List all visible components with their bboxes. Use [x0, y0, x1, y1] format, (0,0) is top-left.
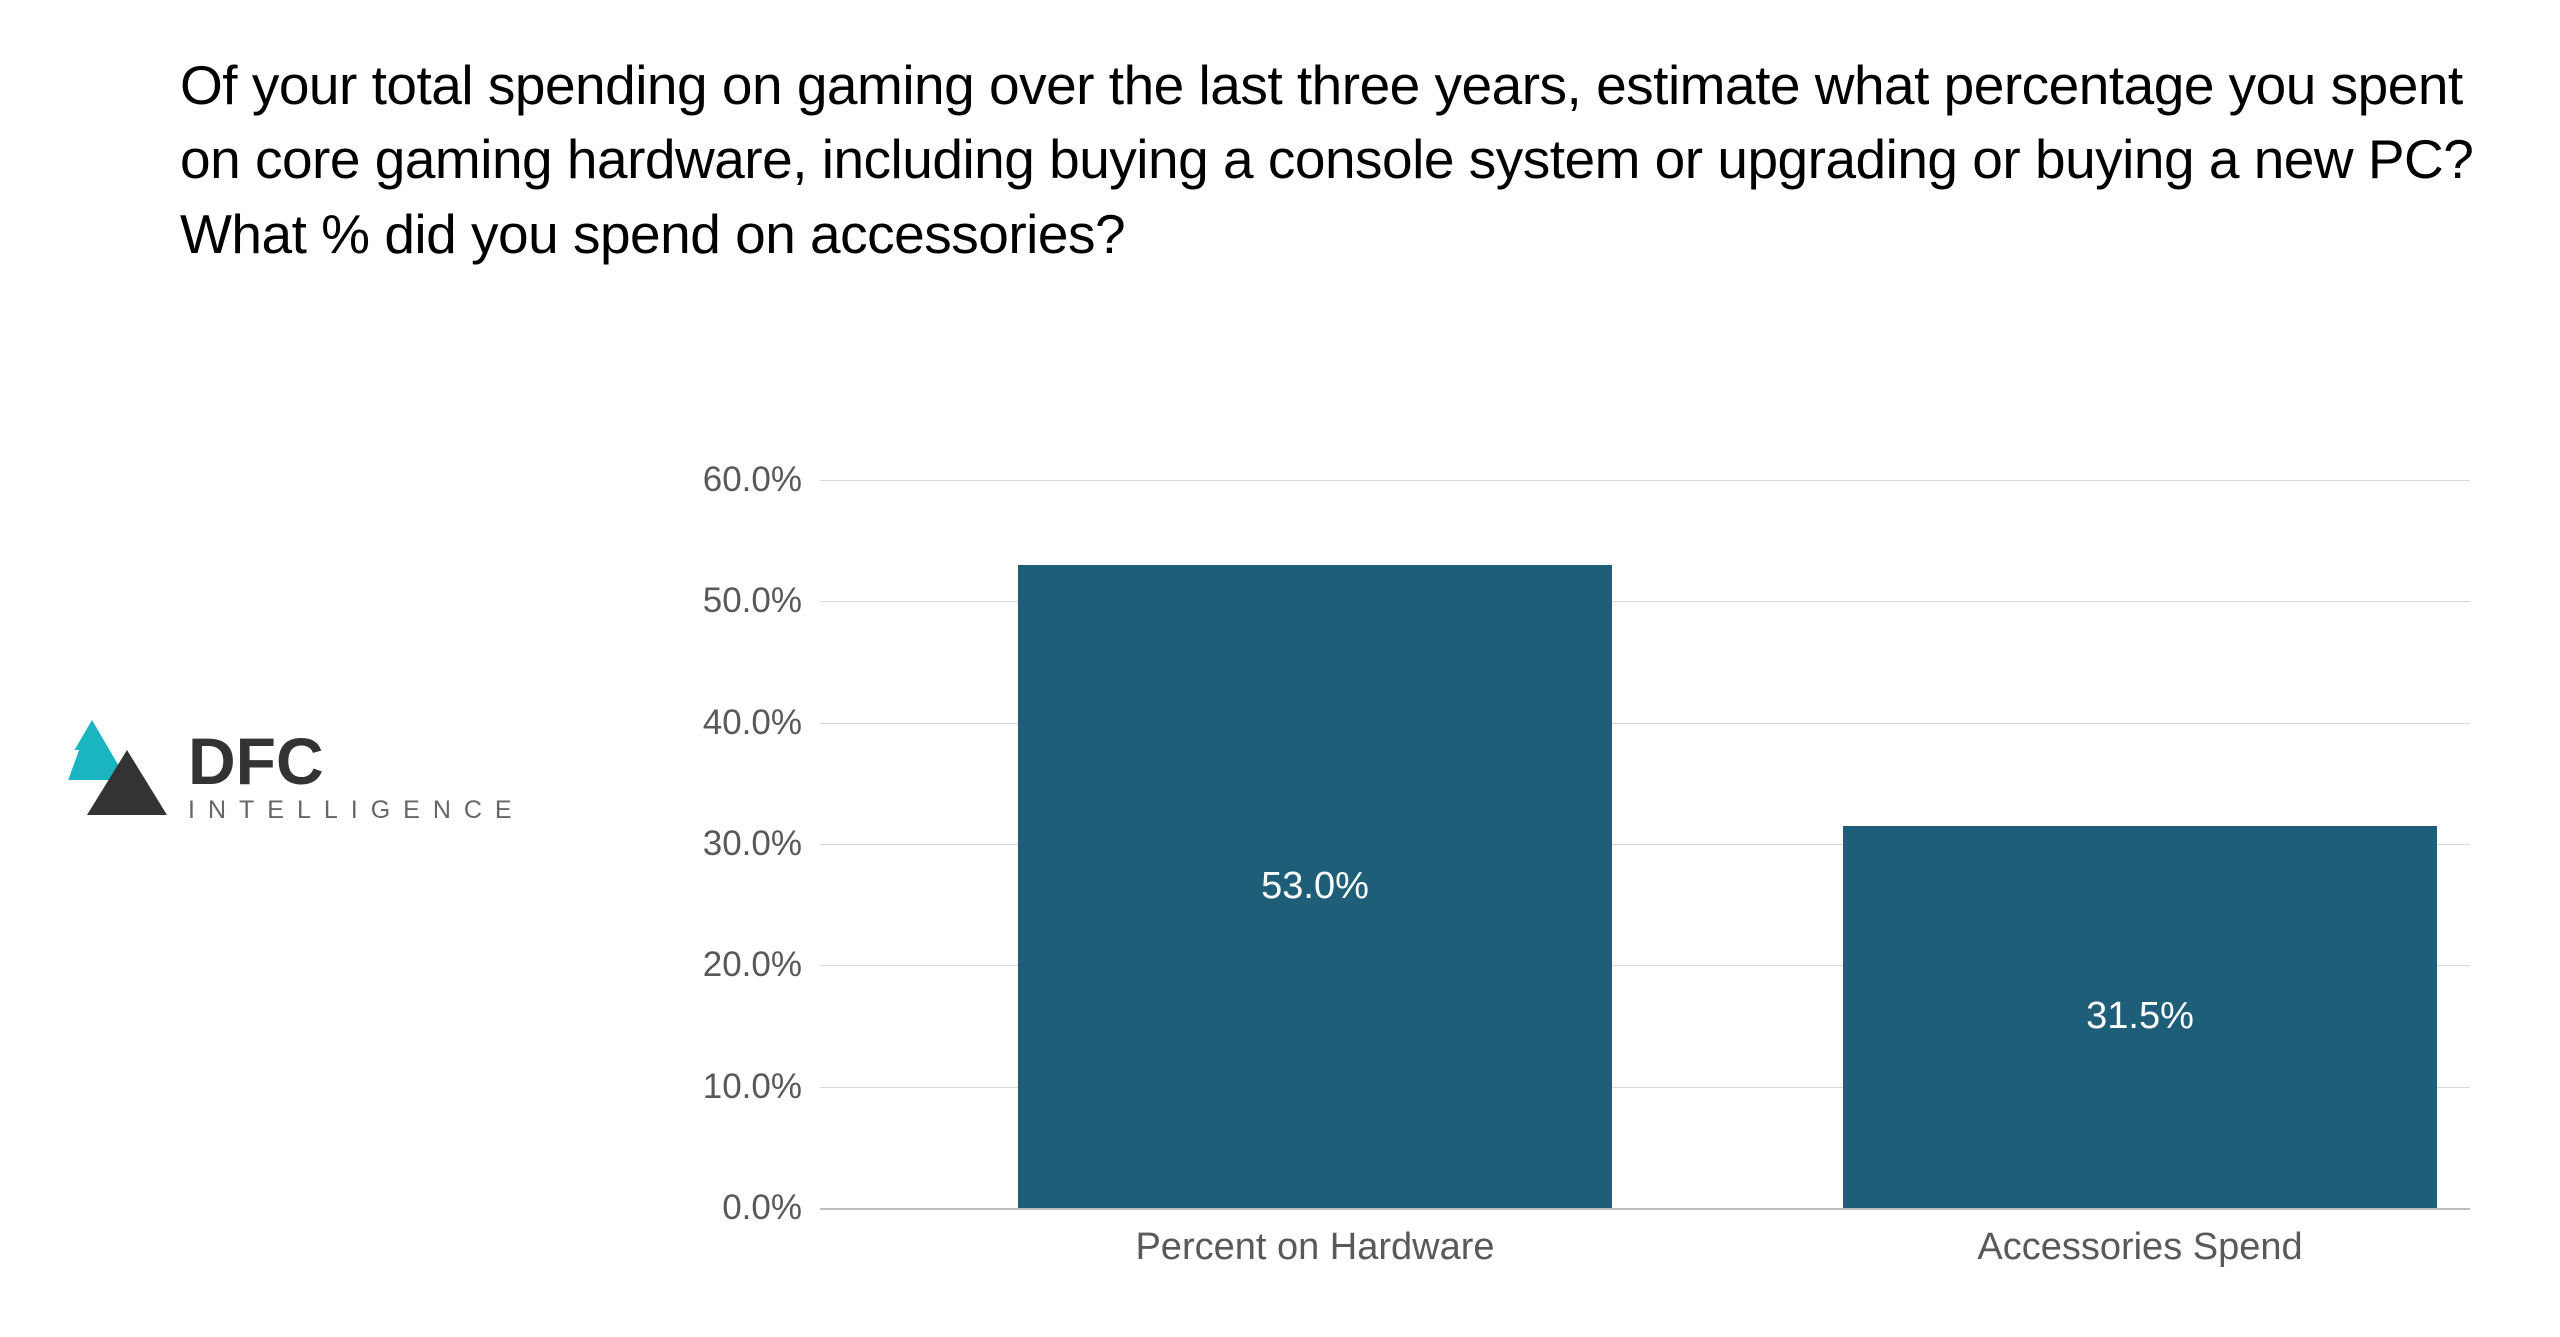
gridline	[820, 480, 2470, 481]
y-tick-label: 50.0%	[703, 581, 820, 621]
y-tick-label: 30.0%	[703, 824, 820, 864]
chart-title: Of your total spending on gaming over th…	[180, 48, 2520, 271]
y-tick-label: 10.0%	[703, 1067, 820, 1107]
brand-logo: DFC INTELLIGENCE	[32, 720, 525, 830]
logo-text: DFC INTELLIGENCE	[188, 728, 525, 823]
y-tick-label: 40.0%	[703, 703, 820, 743]
logo-mark-icon	[32, 720, 172, 830]
bar: 31.5%	[1843, 826, 2437, 1208]
bar: 53.0%	[1018, 565, 1612, 1208]
x-tick-label: Percent on Hardware	[1135, 1208, 1494, 1269]
plot-area: 0.0%10.0%20.0%30.0%40.0%50.0%60.0%53.0%P…	[820, 480, 2470, 1210]
y-tick-label: 20.0%	[703, 945, 820, 985]
logo-subtitle: INTELLIGENCE	[188, 798, 525, 823]
logo-brand: DFC	[188, 728, 525, 794]
x-tick-label: Accessories Spend	[1977, 1208, 2302, 1269]
bar-value-label: 31.5%	[2086, 995, 2194, 1038]
bar-chart: 0.0% 10.0% 20.0% 30.0% 40.0% 50.0% 60.0% 53.0% P…	[620, 460, 2500, 1300]
y-tick-label: 0.0%	[722, 1188, 820, 1228]
bar-value-label: 53.0%	[1261, 865, 1369, 908]
y-tick-label: 60.0%	[703, 460, 820, 500]
